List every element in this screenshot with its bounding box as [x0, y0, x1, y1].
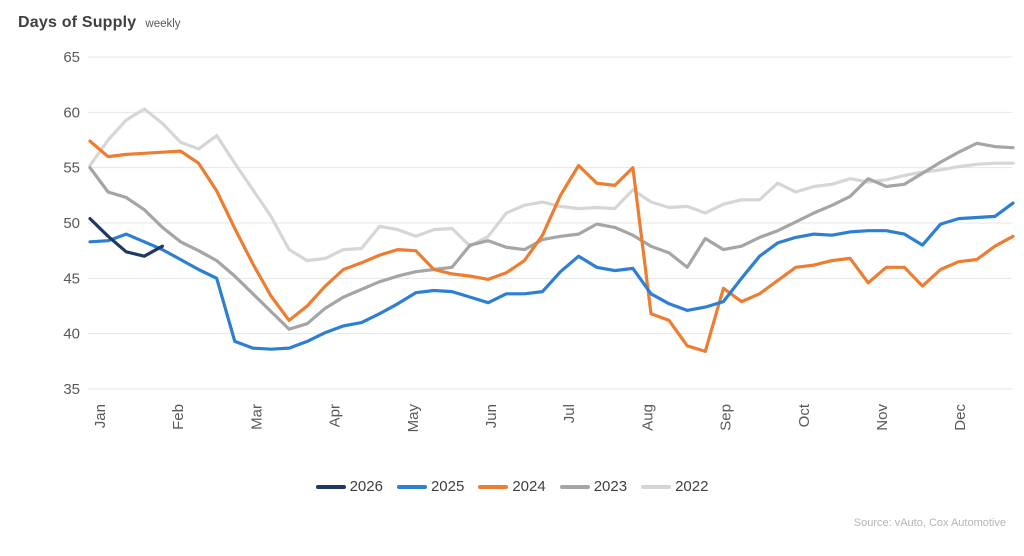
y-tick-55: 55: [63, 160, 80, 177]
legend-item-2026: 2026: [315, 478, 383, 495]
x-tick-oct: Oct: [796, 403, 813, 427]
x-tick-mar: Mar: [248, 404, 265, 430]
chart-subtitle: weekly: [145, 18, 181, 30]
legend-swatch-2023: [559, 484, 590, 489]
legend-swatch-2022: [641, 484, 672, 489]
x-tick-sep: Sep: [718, 404, 735, 431]
series-line-2025: [88, 201, 1015, 351]
legend-swatch-2024: [478, 484, 509, 489]
x-tick-jan: Jan: [92, 404, 109, 428]
legend-item-2022: 2022: [641, 478, 708, 495]
series-line-2022: [88, 107, 1015, 263]
y-tick-60: 60: [63, 104, 80, 121]
y-tick-50: 50: [63, 215, 80, 232]
series-line-2023: [88, 141, 1015, 331]
legend-label-2022: 2022: [675, 478, 709, 495]
x-tick-feb: Feb: [170, 404, 187, 430]
chart-header: Days of Supply weekly: [18, 14, 181, 32]
source-note: Source: vAuto, Cox Automotive: [853, 517, 1006, 529]
legend-item-2024: 2024: [478, 478, 546, 495]
chart-title: Days of Supply: [18, 14, 137, 31]
series-line-2024: [88, 139, 1015, 353]
y-tick-65: 65: [63, 49, 80, 66]
x-tick-jul: Jul: [561, 404, 578, 423]
y-tick-45: 45: [63, 270, 80, 287]
legend-label-2024: 2024: [512, 478, 546, 495]
x-tick-nov: Nov: [874, 404, 891, 431]
x-tick-apr: Apr: [327, 404, 344, 427]
series-line-2026: [88, 217, 164, 258]
x-tick-jun: Jun: [483, 404, 500, 428]
x-tick-aug: Aug: [639, 404, 656, 431]
legend-item-2025: 2025: [396, 478, 465, 495]
legend-swatch-2025: [396, 484, 427, 489]
legend-label-2026: 2026: [349, 478, 383, 495]
legend-item-2023: 2023: [559, 478, 628, 495]
x-tick-may: May: [405, 404, 422, 433]
y-tick-40: 40: [63, 326, 80, 343]
x-tick-dec: Dec: [952, 404, 969, 431]
legend: 2026 2025 2024 2023 2022: [0, 478, 1024, 495]
legend-label-2023: 2023: [593, 478, 628, 495]
legend-swatch-2026: [315, 484, 346, 489]
legend-label-2025: 2025: [430, 478, 465, 495]
y-tick-35: 35: [63, 381, 80, 398]
